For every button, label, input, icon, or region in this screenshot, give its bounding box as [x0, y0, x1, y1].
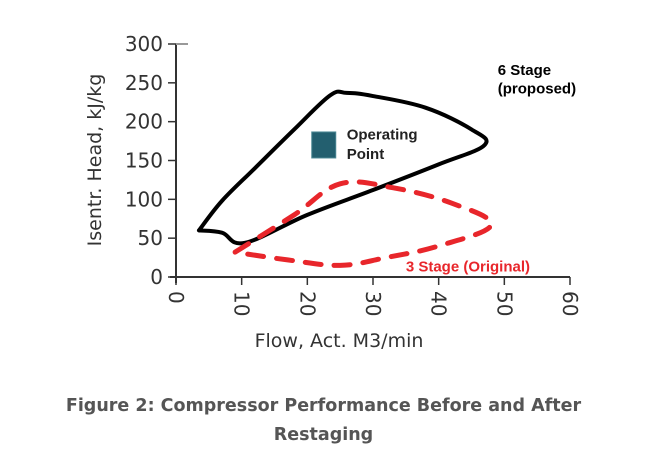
annotation-label: Operating [347, 127, 418, 144]
x-axis-title: Flow, Act. M3/min [255, 330, 424, 352]
x-tick-label: 40 [427, 291, 451, 316]
x-tick-label: 20 [295, 291, 319, 316]
chart-axes [170, 43, 570, 283]
six-stage-curve [196, 89, 489, 246]
y-tick-label: 100 [125, 187, 163, 211]
x-tick-label: 10 [230, 291, 254, 316]
x-tick-label: 30 [361, 291, 385, 316]
y-tick-label: 300 [125, 32, 163, 56]
caption-line-2: Restaging [273, 425, 374, 445]
y-tick-label: 250 [125, 71, 163, 95]
annotation-label: Point [347, 146, 385, 163]
performance-chart: 0 50 100 150 200 250 300 0 10 20 30 40 50 60 6 Stage (… [84, 32, 582, 352]
y-tick-label: 200 [125, 110, 163, 134]
annotation-label: 6 Stage [498, 62, 551, 79]
x-tick-label: 60 [558, 291, 582, 316]
chart-series [196, 89, 494, 268]
y-axis-title: Isentr. Head, kJ/kg [84, 74, 106, 247]
operating-point-marker [311, 131, 337, 159]
chart-annotations: 6 Stage (proposed) Operating Point 3 Stage (… [347, 62, 576, 275]
y-tick-label: 50 [138, 226, 163, 250]
y-tick-label: 150 [125, 149, 163, 173]
figure-caption: Figure 2: Compressor Performance Before … [0, 392, 647, 450]
annotation-label: 3 Stage (Original) [406, 259, 530, 276]
annotation-label: (proposed) [498, 81, 576, 98]
axis-ticks: 0 50 100 150 200 250 300 0 10 20 30 40 50 60 [125, 32, 582, 316]
caption-line-1: Figure 2: Compressor Performance Before … [65, 396, 582, 416]
three-stage-curve [232, 179, 494, 268]
y-tick-label: 0 [150, 265, 163, 289]
x-tick-label: 50 [492, 291, 516, 316]
x-tick-label: 0 [164, 291, 188, 304]
